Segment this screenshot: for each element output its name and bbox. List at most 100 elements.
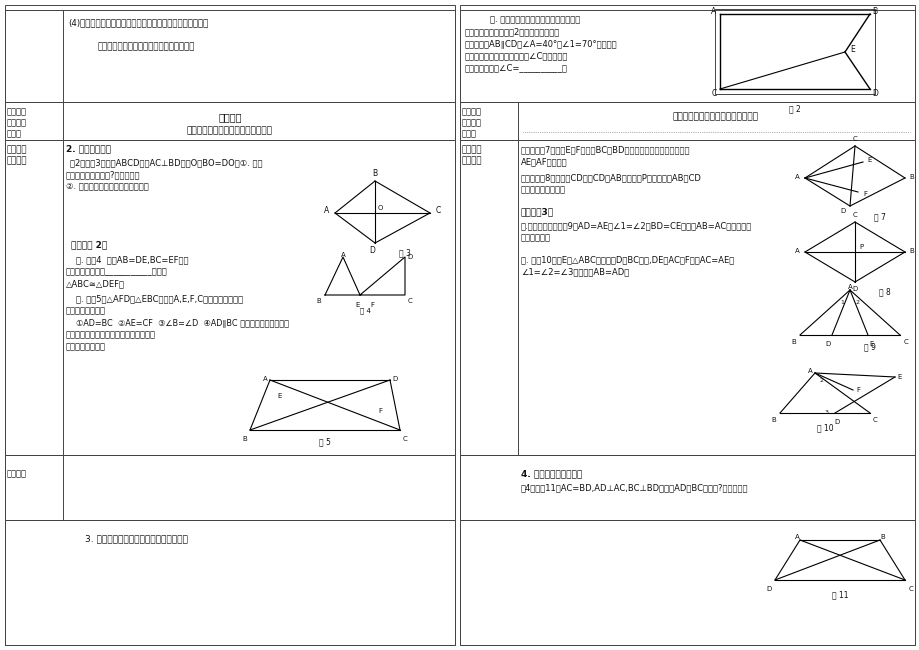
- Text: 图 2: 图 2: [789, 104, 800, 113]
- Text: D: D: [834, 419, 839, 425]
- Text: 并写出解答过程。: 并写出解答过程。: [66, 342, 106, 351]
- Bar: [714, 9, 874, 94]
- Text: 3: 3: [824, 410, 828, 415]
- Text: 2. 全等三角形：: 2. 全等三角形：: [66, 144, 111, 153]
- Text: 即时练习 2：: 即时练习 2：: [71, 240, 108, 249]
- Text: 例题研习: 例题研习: [461, 145, 482, 154]
- Text: 师傅告诉他AB∥CD，∠A=40°，∠1=70°，小明马: 师傅告诉他AB∥CD，∠A=40°，∠1=70°，小明马: [464, 39, 617, 48]
- Bar: [5, 10, 455, 102]
- Text: C: C: [403, 436, 407, 442]
- Text: E: E: [278, 393, 282, 399]
- Bar: [5, 455, 455, 520]
- Bar: [5, 102, 455, 140]
- Text: 及时练习: 及时练习: [7, 156, 28, 165]
- Bar: [460, 140, 914, 455]
- Text: D: D: [369, 246, 375, 255]
- Text: 3. 利用全等三角形解决角与边相等的问题: 3. 利用全等三角形解决角与边相等的问题: [85, 534, 187, 543]
- Text: E: E: [850, 46, 855, 55]
- Text: C: C: [710, 88, 716, 98]
- Text: O: O: [377, 205, 382, 211]
- Text: 有下列四个结论：: 有下列四个结论：: [66, 306, 106, 315]
- Bar: [460, 520, 914, 645]
- Text: A: A: [846, 284, 851, 290]
- Text: A: A: [794, 248, 799, 254]
- Text: C: C: [852, 212, 857, 218]
- Bar: [5, 140, 455, 455]
- Text: 例2：如图3四边形ABCD中，AC⊥BD于点O，BO=DO，①. 图中: 例2：如图3四边形ABCD中，AC⊥BD于点O，BO=DO，①. 图中: [70, 158, 262, 167]
- Text: F: F: [855, 387, 859, 393]
- Text: E: E: [897, 374, 902, 380]
- Text: ①AD=BC  ②AE=CF  ③∠B=∠D  ④AD∥BC 请你用其中三个作为条: ①AD=BC ②AE=CF ③∠B=∠D ④AD∥BC 请你用其中三个作为条: [76, 318, 289, 327]
- Bar: [5, 455, 62, 520]
- Text: C: C: [407, 298, 412, 304]
- Text: C: C: [902, 339, 907, 345]
- Text: D: D: [391, 376, 397, 382]
- Text: 措施）: 措施）: [7, 129, 22, 138]
- Text: A: A: [262, 376, 267, 382]
- Text: 教师活动: 教师活动: [7, 107, 27, 116]
- Text: 自我检测: 自我检测: [7, 469, 27, 478]
- Text: 2: 2: [855, 300, 859, 305]
- Text: ∠1=∠2=∠3，试说明AB=AD。: ∠1=∠2=∠3，试说明AB=AD。: [520, 267, 629, 276]
- Text: F: F: [378, 408, 381, 414]
- Text: E: E: [356, 302, 360, 308]
- Text: A: A: [710, 6, 716, 16]
- Text: （环节、: （环节、: [7, 118, 27, 127]
- Text: ⑵. 如图5在△AFD和△EBC中，点A,E,F,C在同一条直线上，: ⑵. 如图5在△AFD和△EBC中，点A,E,F,C在同一条直线上，: [76, 294, 243, 303]
- Text: A: A: [807, 368, 811, 374]
- Text: 2: 2: [819, 378, 823, 383]
- Text: C: C: [852, 136, 857, 142]
- Text: 图 3: 图 3: [399, 248, 411, 257]
- Text: ⑴.（一题多解）如图9，AD=AE，∠1=∠2，BD=CE，那么AB=AC是否成立？: ⑴.（一题多解）如图9，AD=AE，∠1=∠2，BD=CE，那么AB=AC是否成…: [520, 221, 752, 230]
- Bar: [5, 5, 455, 645]
- Bar: [460, 102, 517, 140]
- Bar: [460, 5, 914, 645]
- Text: A: A: [340, 252, 345, 258]
- Text: 学习不怕根基浅，只要迈步总不迟。: 学习不怕根基浅，只要迈步总不迟。: [673, 112, 758, 121]
- Text: B: B: [771, 417, 776, 423]
- Text: 有多少对全等三角形?请写出来。: 有多少对全等三角形?请写出来。: [66, 170, 141, 179]
- Text: D: D: [851, 286, 857, 292]
- Text: ⑶. 小明到工厂去进行社会实践，发现工: ⑶. 小明到工厂去进行社会实践，发现工: [490, 15, 580, 24]
- Text: 二变：如图8，若连接CD，且CD与AB相交于点P，请你说明AB与CD: 二变：如图8，若连接CD，且CD与AB相交于点P，请你说明AB与CD: [520, 173, 701, 182]
- Bar: [460, 455, 914, 520]
- Text: A: A: [324, 207, 329, 216]
- Text: 图 7: 图 7: [873, 212, 885, 221]
- Text: 明的你一定知道∠C=__________。: 明的你一定知道∠C=__________。: [464, 63, 567, 72]
- Text: B: B: [790, 339, 796, 345]
- Bar: [460, 140, 517, 455]
- Text: 图 9: 图 9: [863, 342, 875, 351]
- Text: 4. 探究直角三角形全等: 4. 探究直角三角形全等: [520, 469, 582, 478]
- Text: C: C: [872, 417, 877, 423]
- Text: 件，余下的作为结论，编一道数学问题，: 件，余下的作为结论，编一道数学问题，: [66, 330, 156, 339]
- Text: C: C: [908, 586, 913, 592]
- Text: 学生活动: 学生活动: [218, 112, 242, 122]
- Text: 请说明理由。: 请说明理由。: [520, 233, 550, 242]
- Text: A: A: [794, 534, 799, 540]
- Text: 及时练习: 及时练习: [461, 156, 482, 165]
- Text: D: D: [839, 208, 845, 214]
- Text: P: P: [858, 244, 862, 250]
- Text: D: D: [407, 254, 413, 260]
- Text: D: D: [871, 88, 877, 98]
- Text: （自主参与、合作探究、展示交流）: （自主参与、合作探究、展示交流）: [187, 126, 273, 135]
- Text: B: B: [316, 298, 321, 304]
- Text: 措施）: 措施）: [461, 129, 476, 138]
- Text: 图 10: 图 10: [816, 423, 833, 432]
- Text: B: B: [909, 174, 913, 180]
- Text: 1: 1: [839, 300, 843, 305]
- Text: 图 4: 图 4: [359, 307, 370, 313]
- Text: 有何关系？为什么？: 有何关系？为什么？: [520, 185, 565, 194]
- Text: 图 5: 图 5: [319, 437, 331, 446]
- Text: （环节、: （环节、: [461, 118, 482, 127]
- Text: 例题研习: 例题研习: [7, 145, 28, 154]
- Text: ⑵. 如图10，点E在△ABC外部，点D在BC边上,DE交AC于F，若AC=AE，: ⑵. 如图10，点E在△ABC外部，点D在BC边上,DE交AC于F，若AC=AE…: [520, 255, 733, 264]
- Text: B: B: [243, 436, 247, 442]
- Text: ⑴. 如图4  已知AB=DE,BC=EF，则: ⑴. 如图4 已知AB=DE,BC=EF，则: [76, 255, 188, 264]
- Text: (4)想办法找出所需的条件来：将间接条件转化为直接条件。: (4)想办法找出所需的条件来：将间接条件转化为直接条件。: [68, 18, 208, 27]
- Bar: [5, 140, 62, 455]
- Bar: [460, 10, 914, 102]
- Text: E: E: [868, 341, 873, 347]
- Bar: [5, 520, 455, 645]
- Text: B: B: [879, 534, 884, 540]
